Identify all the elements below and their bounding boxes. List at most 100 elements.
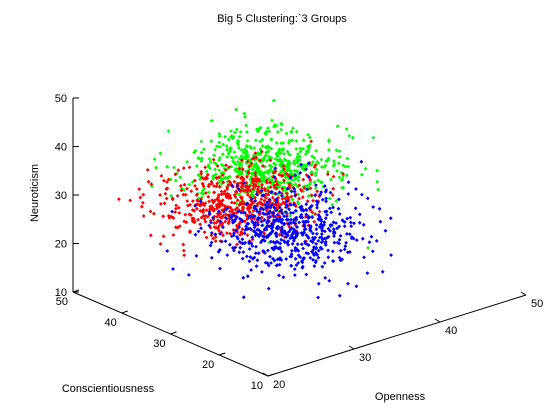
data-point bbox=[288, 201, 292, 206]
data-point bbox=[388, 216, 393, 221]
data-point bbox=[222, 207, 227, 212]
data-point bbox=[201, 210, 205, 215]
data-point bbox=[383, 228, 388, 233]
data-point bbox=[344, 240, 348, 245]
data-point bbox=[312, 264, 317, 268]
data-point bbox=[248, 158, 252, 162]
data-point bbox=[254, 179, 259, 184]
data-point bbox=[204, 175, 209, 179]
data-point bbox=[292, 187, 297, 191]
data-point bbox=[200, 188, 205, 193]
data-point bbox=[289, 263, 294, 268]
data-point bbox=[234, 107, 238, 112]
data-point bbox=[285, 168, 290, 173]
data-point bbox=[307, 206, 312, 211]
data-point bbox=[267, 129, 272, 134]
data-point bbox=[262, 218, 267, 222]
data-point bbox=[279, 230, 284, 234]
data-point bbox=[311, 198, 315, 203]
data-point bbox=[240, 209, 245, 213]
data-point bbox=[251, 187, 256, 191]
data-point bbox=[201, 214, 206, 218]
data-point bbox=[229, 164, 234, 169]
data-point bbox=[253, 171, 258, 176]
data-point bbox=[326, 226, 331, 231]
data-point bbox=[280, 197, 285, 201]
data-point bbox=[149, 233, 153, 238]
data-point bbox=[259, 197, 264, 201]
data-point bbox=[218, 211, 223, 215]
data-point bbox=[211, 215, 216, 220]
data-point bbox=[286, 163, 291, 168]
data-point bbox=[258, 169, 263, 174]
data-point bbox=[211, 174, 215, 179]
data-point bbox=[260, 223, 264, 228]
data-point bbox=[146, 179, 151, 184]
data-point bbox=[263, 145, 268, 149]
data-point bbox=[209, 233, 214, 238]
data-point bbox=[249, 175, 253, 179]
data-point bbox=[315, 205, 319, 210]
data-points bbox=[117, 98, 393, 300]
data-point bbox=[232, 231, 236, 236]
data-point bbox=[162, 201, 167, 206]
data-point bbox=[340, 177, 345, 182]
data-point bbox=[247, 204, 252, 209]
data-point bbox=[259, 206, 263, 210]
data-point bbox=[274, 141, 279, 145]
data-point bbox=[271, 218, 276, 223]
data-point bbox=[331, 186, 336, 191]
data-point bbox=[266, 176, 271, 181]
data-point bbox=[207, 223, 212, 228]
data-point bbox=[173, 172, 178, 177]
data-point bbox=[284, 231, 289, 236]
data-point bbox=[206, 184, 211, 189]
data-point bbox=[252, 156, 256, 160]
data-point bbox=[219, 162, 224, 167]
data-point bbox=[252, 225, 257, 230]
data-point bbox=[162, 178, 166, 183]
data-point bbox=[173, 178, 178, 183]
data-point bbox=[208, 204, 213, 209]
data-point bbox=[239, 210, 244, 215]
data-point bbox=[335, 169, 339, 173]
data-point bbox=[239, 218, 244, 222]
data-point bbox=[346, 281, 350, 286]
data-point bbox=[354, 187, 358, 191]
data-point bbox=[312, 180, 317, 185]
data-point bbox=[253, 251, 258, 256]
data-point bbox=[221, 170, 226, 175]
data-point bbox=[212, 221, 217, 225]
data-point bbox=[240, 175, 245, 180]
data-point bbox=[320, 228, 325, 233]
data-point bbox=[204, 191, 208, 195]
data-point bbox=[186, 203, 190, 208]
data-point bbox=[309, 193, 314, 198]
data-point bbox=[249, 268, 253, 272]
data-point bbox=[296, 178, 301, 183]
data-point bbox=[362, 255, 366, 260]
data-point bbox=[214, 220, 219, 225]
data-point bbox=[304, 219, 309, 224]
data-point bbox=[309, 170, 314, 175]
data-point bbox=[282, 167, 287, 172]
data-point bbox=[331, 220, 336, 225]
data-point bbox=[314, 167, 319, 172]
data-point bbox=[262, 155, 267, 160]
data-point bbox=[228, 196, 233, 200]
data-point bbox=[316, 295, 320, 300]
data-point bbox=[216, 193, 221, 197]
data-point bbox=[296, 192, 300, 197]
data-point bbox=[327, 139, 331, 144]
data-point bbox=[276, 200, 280, 205]
data-point bbox=[227, 174, 232, 179]
data-point bbox=[176, 205, 181, 210]
data-point bbox=[264, 153, 268, 158]
data-point bbox=[270, 118, 274, 123]
data-point bbox=[230, 210, 235, 215]
data-point bbox=[209, 240, 214, 245]
data-point bbox=[260, 270, 264, 274]
data-point bbox=[371, 135, 376, 140]
